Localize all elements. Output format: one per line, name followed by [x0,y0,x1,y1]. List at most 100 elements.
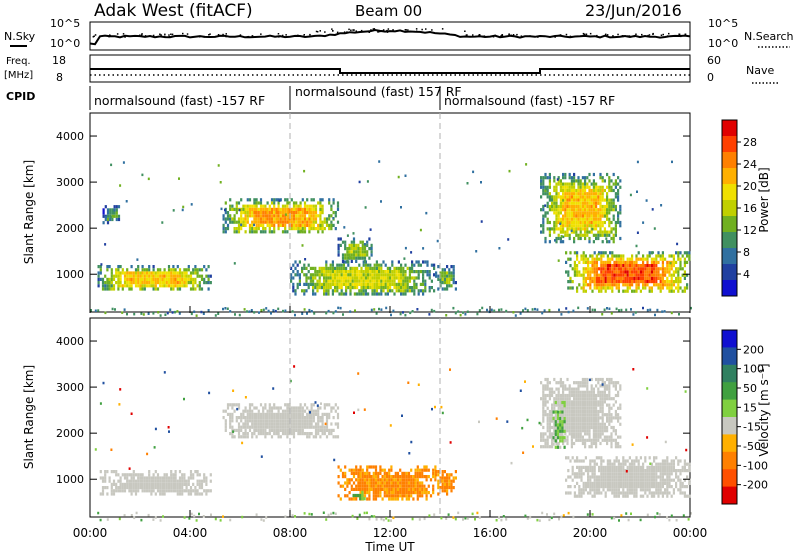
power-cell [327,292,330,296]
power-cell [650,286,653,290]
velocity-cell [650,485,653,489]
power-cell [575,214,578,218]
power-cell [542,208,545,212]
power-cell [592,220,595,225]
velocity-cell [242,416,245,420]
power-cell [237,223,241,227]
power-cell [416,308,419,311]
power-cell [275,214,278,218]
velocity-cell [139,476,142,480]
velocity-cell [366,484,369,488]
power-cell [610,236,613,241]
noise-dot [684,33,687,35]
power-cell [608,220,611,225]
power-cell [617,254,620,258]
power-cell [577,201,580,205]
velocity-cell [595,481,598,485]
velocity-cell [427,468,430,472]
power-cell [340,273,343,277]
velocity-cell [578,475,581,479]
velocity-cell [588,393,591,398]
power-cell [580,273,583,277]
power-cell [345,292,348,296]
velocity-cell [277,419,280,423]
power-cell [393,273,396,277]
power-cell [595,227,598,231]
velocity-cell [407,478,411,482]
velocity-cell [321,428,324,432]
power-cell [646,283,649,287]
power-cell [178,271,182,275]
velocity-cell [246,416,249,420]
power-cell [378,276,381,280]
power-cell [657,273,660,277]
power-cell [167,284,171,288]
power-cell [328,217,331,221]
power-cell [677,251,680,255]
velocity-cell [441,479,444,483]
noise-dot [281,34,284,37]
velocity-cell [595,441,598,446]
velocity-cell [200,486,204,490]
velocity-cell [248,409,252,413]
velocity-cell [290,416,293,420]
velocity-cell [635,491,638,495]
power-cell [299,217,302,221]
velocity-cell [448,486,451,490]
velocity-cell [617,390,620,394]
velocity-cell [553,425,556,430]
velocity-cell [441,476,444,480]
power-cell [617,273,620,277]
power-cell [577,233,580,237]
power-cell [389,282,392,286]
power-cell [601,233,604,237]
power-cell [341,240,345,244]
power-cell [595,283,598,287]
power-cell [620,264,623,268]
velocity-cell [253,432,256,436]
velocity-cell [584,469,587,473]
velocity-cell [644,478,647,482]
power-cell [404,313,407,317]
velocity-cell [544,441,547,446]
power-cell [581,201,584,205]
velocity-cell [600,465,603,469]
velocity-cell [598,491,601,495]
velocity-cell [198,473,201,477]
power-cell [375,312,378,315]
velocity-cell [633,459,636,463]
velocity-cell [434,465,437,469]
power-cell [325,263,328,267]
velocity-cell [310,409,313,413]
power-cell [609,264,612,268]
velocity-cell [542,387,545,391]
power-cell [441,268,444,272]
power-cell [338,282,341,286]
velocity-cell [178,470,182,474]
velocity-cell [450,482,453,486]
velocity-cell [174,470,177,474]
power-cell [341,256,345,260]
velocity-cell [577,429,580,433]
noise-dot [500,35,502,37]
velocity-cell [617,481,620,485]
power-cell [172,209,175,212]
velocity-cell [617,488,620,492]
velocity-cell [577,435,580,439]
power-cell [581,214,584,218]
velocity-cell [126,486,129,490]
power-cell [281,217,285,221]
velocity-cell [612,384,615,388]
power-cell [336,289,339,293]
power-cell [657,267,660,271]
power-cell [600,286,603,290]
power-cell [672,280,675,284]
power-cell [553,208,556,212]
velocity-cell [595,478,598,482]
power-cell [661,273,664,277]
velocity-cell [381,481,384,485]
power-cell [597,220,600,225]
power-cell [573,176,576,180]
power-cell [346,247,349,251]
velocity-cell [606,384,609,388]
